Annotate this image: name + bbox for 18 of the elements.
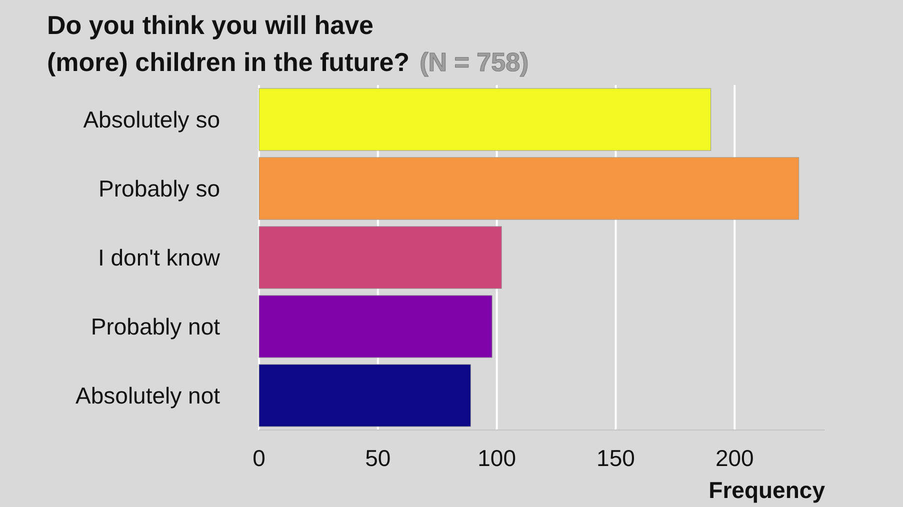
bar: [258, 364, 471, 427]
x-tick-label: 200: [715, 445, 754, 471]
x-tick-label: 50: [365, 445, 391, 471]
y-tick-label: Absolutely not: [76, 382, 221, 409]
bar: [258, 226, 502, 289]
y-tick-label: Absolutely so: [83, 106, 220, 133]
x-tick-label: 150: [596, 445, 635, 471]
bar: [258, 157, 800, 220]
x-axis-title: Frequency: [708, 477, 826, 503]
y-tick-label: Probably not: [90, 314, 221, 340]
x-tick-label: 0: [252, 445, 266, 471]
bar: [258, 295, 492, 358]
bar: [258, 88, 712, 151]
y-tick-label: I don't know: [98, 244, 220, 271]
x-tick-label: 100: [478, 445, 516, 471]
chart-subtitle: (N = 758): [420, 47, 529, 77]
chart-title: Do you think you will have (more) children in the future?: [47, 10, 410, 77]
y-tick-label: Probably so: [98, 176, 220, 202]
